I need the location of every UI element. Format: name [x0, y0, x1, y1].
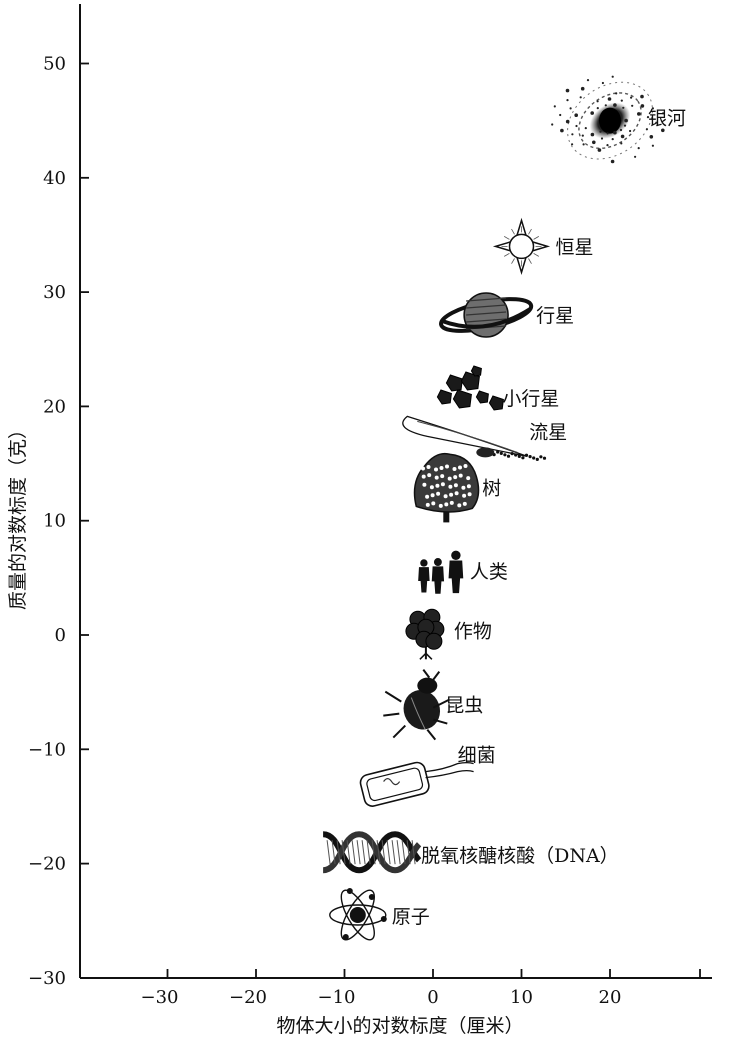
galaxy-icon	[551, 75, 665, 164]
x-tick-label: 0	[427, 987, 438, 1008]
y-tick-label: −20	[28, 854, 66, 875]
point-label: 树	[482, 477, 501, 499]
x-tick-label: −10	[318, 987, 356, 1008]
point-label: 原子	[392, 906, 430, 928]
y-axis-title: 质量的对数标度（克）	[7, 420, 29, 610]
x-tick-label: −30	[141, 987, 179, 1008]
y-tick-label: −10	[28, 739, 66, 760]
y-tick-label: 20	[43, 396, 66, 417]
meteor-icon	[402, 415, 547, 461]
humans-icon	[418, 550, 464, 594]
ticks: −30 −20 −10 0 10 20 30 40 50 −30 −20 −10 0 10 20	[28, 54, 701, 1008]
atom-icon	[329, 888, 387, 941]
y-tick-label: 30	[43, 282, 66, 303]
icons	[322, 75, 665, 941]
dna-helix-icon	[322, 831, 422, 874]
x-tick-label: 20	[599, 987, 622, 1008]
asteroids-icon	[436, 365, 504, 411]
point-label: 人类	[470, 561, 508, 583]
y-tick-label: 40	[43, 168, 66, 189]
crop-icon	[405, 608, 445, 660]
y-tick-label: 0	[55, 625, 66, 646]
point-label: 细菌	[458, 745, 496, 767]
axes	[79, 4, 712, 979]
x-axis-title: 物体大小的对数标度（厘米）	[276, 1015, 523, 1037]
y-tick-label: 10	[43, 511, 66, 532]
point-label: 作物	[454, 620, 492, 642]
x-tick-label: 10	[510, 987, 533, 1008]
y-tick-label: 50	[43, 54, 66, 75]
y-tick-label: −30	[28, 968, 66, 989]
point-label: 昆虫	[445, 695, 483, 717]
point-label: 银河	[648, 108, 686, 130]
point-label: 行星	[536, 305, 574, 327]
tree-icon	[413, 452, 480, 523]
point-label: 小行星	[502, 388, 559, 410]
star-icon	[492, 217, 551, 276]
x-tick-label: −20	[229, 987, 267, 1008]
point-label: 脱氧核醣核酸（DNA）	[421, 845, 619, 867]
insect-icon	[383, 668, 450, 741]
point-label: 恒星	[556, 236, 594, 258]
planet-icon	[439, 292, 534, 338]
bacterium-icon	[359, 761, 474, 807]
point-label: 流星	[529, 421, 567, 443]
